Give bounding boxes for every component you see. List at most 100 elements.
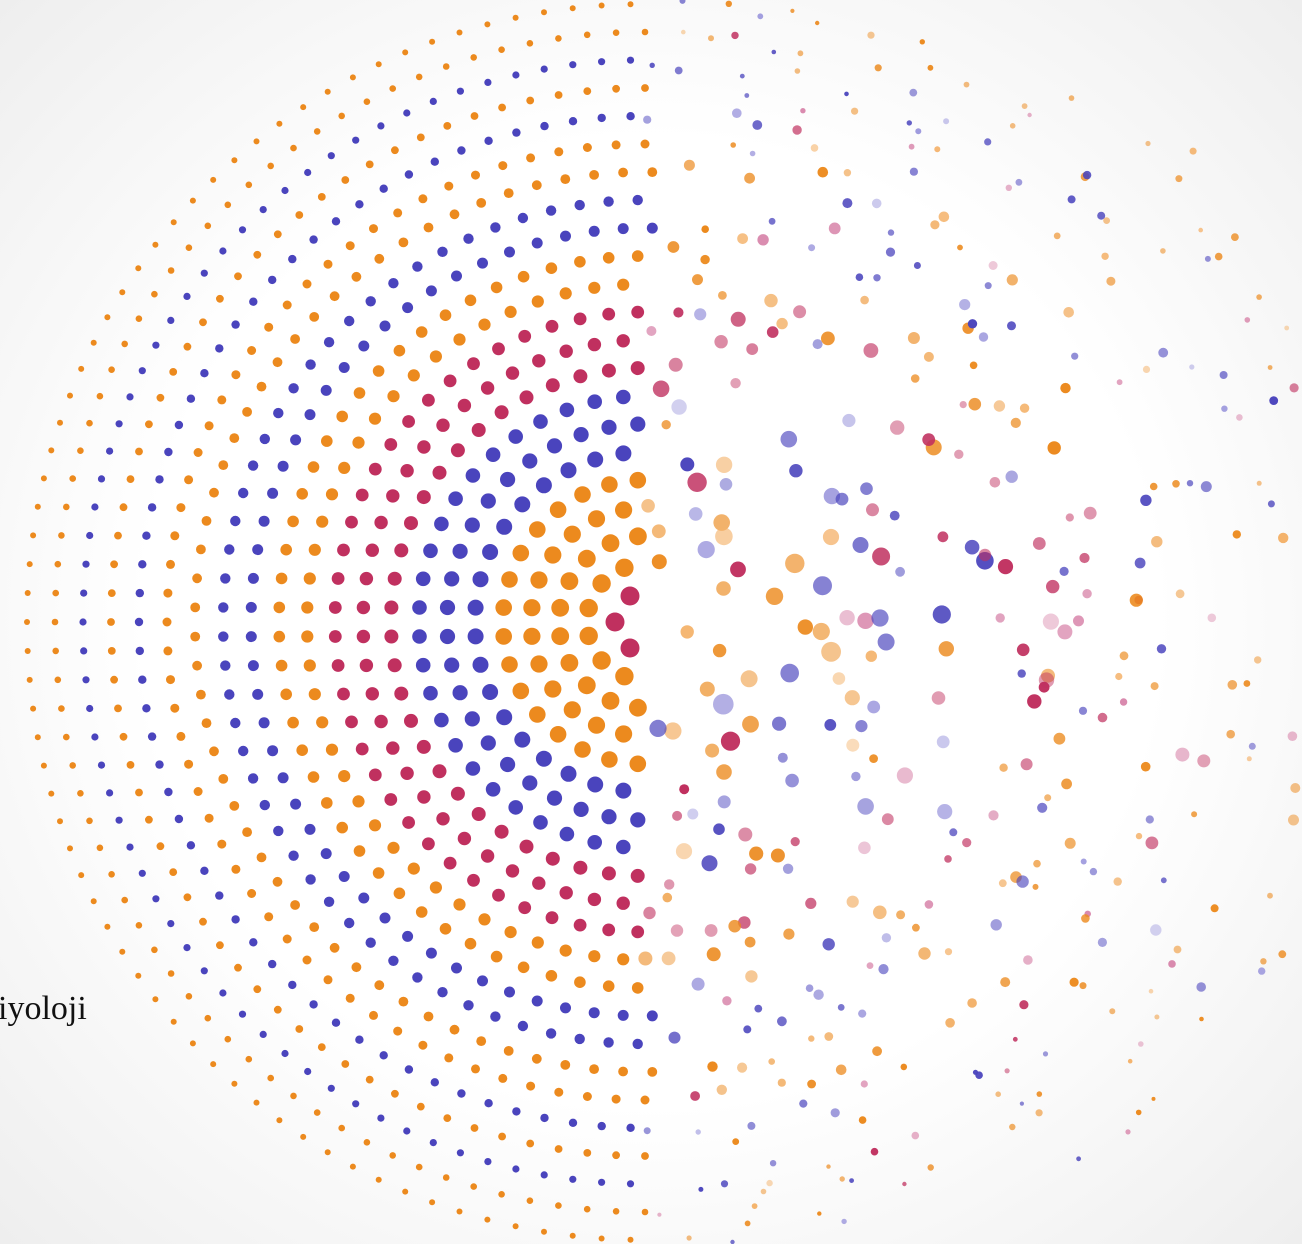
dot xyxy=(669,1032,681,1044)
dot xyxy=(278,461,289,472)
dot xyxy=(602,534,620,552)
dot xyxy=(967,998,977,1008)
dot xyxy=(346,241,355,250)
dot xyxy=(1197,754,1210,767)
dot xyxy=(63,504,70,511)
dot xyxy=(242,827,252,837)
dot xyxy=(1150,483,1158,491)
dot xyxy=(472,423,486,437)
dot xyxy=(808,244,815,251)
dot xyxy=(196,545,206,555)
dot xyxy=(152,242,158,248)
dot xyxy=(196,690,206,700)
dot xyxy=(199,918,207,926)
dot xyxy=(1057,624,1072,639)
dot xyxy=(922,433,935,446)
dot xyxy=(453,544,468,559)
dot xyxy=(373,365,385,377)
dot xyxy=(247,889,256,898)
dot xyxy=(752,1203,758,1209)
dot xyxy=(532,1054,542,1064)
dot xyxy=(560,403,575,418)
dot xyxy=(210,1061,216,1067)
dot xyxy=(630,472,647,489)
dot xyxy=(560,345,573,358)
dot xyxy=(687,1235,692,1240)
dot xyxy=(145,816,153,824)
dot xyxy=(481,493,496,508)
dot xyxy=(126,844,133,851)
dot xyxy=(526,97,534,105)
dot xyxy=(477,258,488,269)
dot xyxy=(393,208,402,217)
dot xyxy=(564,701,581,718)
dot xyxy=(451,787,465,801)
dot xyxy=(58,532,65,539)
dot xyxy=(985,282,992,289)
dot xyxy=(1083,171,1091,179)
dot xyxy=(707,947,721,961)
dot xyxy=(628,1,634,7)
dot xyxy=(119,289,125,295)
dot xyxy=(520,840,534,854)
dot xyxy=(440,923,452,935)
dot xyxy=(508,800,523,815)
dot xyxy=(1146,815,1154,823)
dot xyxy=(908,332,920,344)
dot xyxy=(1069,95,1075,101)
dot xyxy=(324,260,333,269)
dot xyxy=(416,326,428,338)
dot xyxy=(968,319,977,328)
dot xyxy=(530,655,547,672)
dot xyxy=(114,705,122,713)
dot xyxy=(547,438,562,453)
dot xyxy=(965,540,980,555)
dot xyxy=(404,516,418,530)
dot xyxy=(423,686,438,701)
dot xyxy=(135,448,143,456)
dot xyxy=(580,599,598,617)
dot xyxy=(183,293,190,300)
dot xyxy=(1066,513,1074,521)
dot xyxy=(467,357,480,370)
dot xyxy=(1060,383,1070,393)
dot xyxy=(869,754,878,763)
dot xyxy=(281,1050,288,1057)
dot xyxy=(444,658,459,673)
dot xyxy=(839,610,854,625)
dot xyxy=(108,871,115,878)
dot xyxy=(745,970,757,982)
dot xyxy=(873,906,887,920)
dot xyxy=(592,574,610,592)
dot xyxy=(855,720,867,732)
dot xyxy=(560,1060,570,1070)
dot xyxy=(412,600,427,615)
dot xyxy=(402,302,413,313)
dot xyxy=(1136,833,1142,839)
dot xyxy=(249,938,257,946)
dot xyxy=(842,198,852,208)
dot xyxy=(628,1237,634,1243)
dot xyxy=(618,223,629,234)
dot xyxy=(148,732,156,740)
dot xyxy=(652,524,666,538)
dot xyxy=(332,1019,340,1027)
dot xyxy=(473,657,489,673)
dot xyxy=(451,963,462,974)
dot xyxy=(680,457,694,471)
dot xyxy=(97,393,104,400)
dot xyxy=(1140,495,1151,506)
dot xyxy=(999,764,1007,772)
dot xyxy=(364,98,371,105)
dot xyxy=(229,433,239,443)
dot xyxy=(1268,365,1273,370)
dot xyxy=(642,1209,649,1216)
dot xyxy=(1054,233,1061,240)
dot xyxy=(429,1199,435,1205)
dot xyxy=(495,825,509,839)
dot xyxy=(400,464,413,477)
dot xyxy=(148,503,156,511)
dot xyxy=(544,680,561,697)
dot xyxy=(1043,614,1059,630)
dot xyxy=(547,791,562,806)
